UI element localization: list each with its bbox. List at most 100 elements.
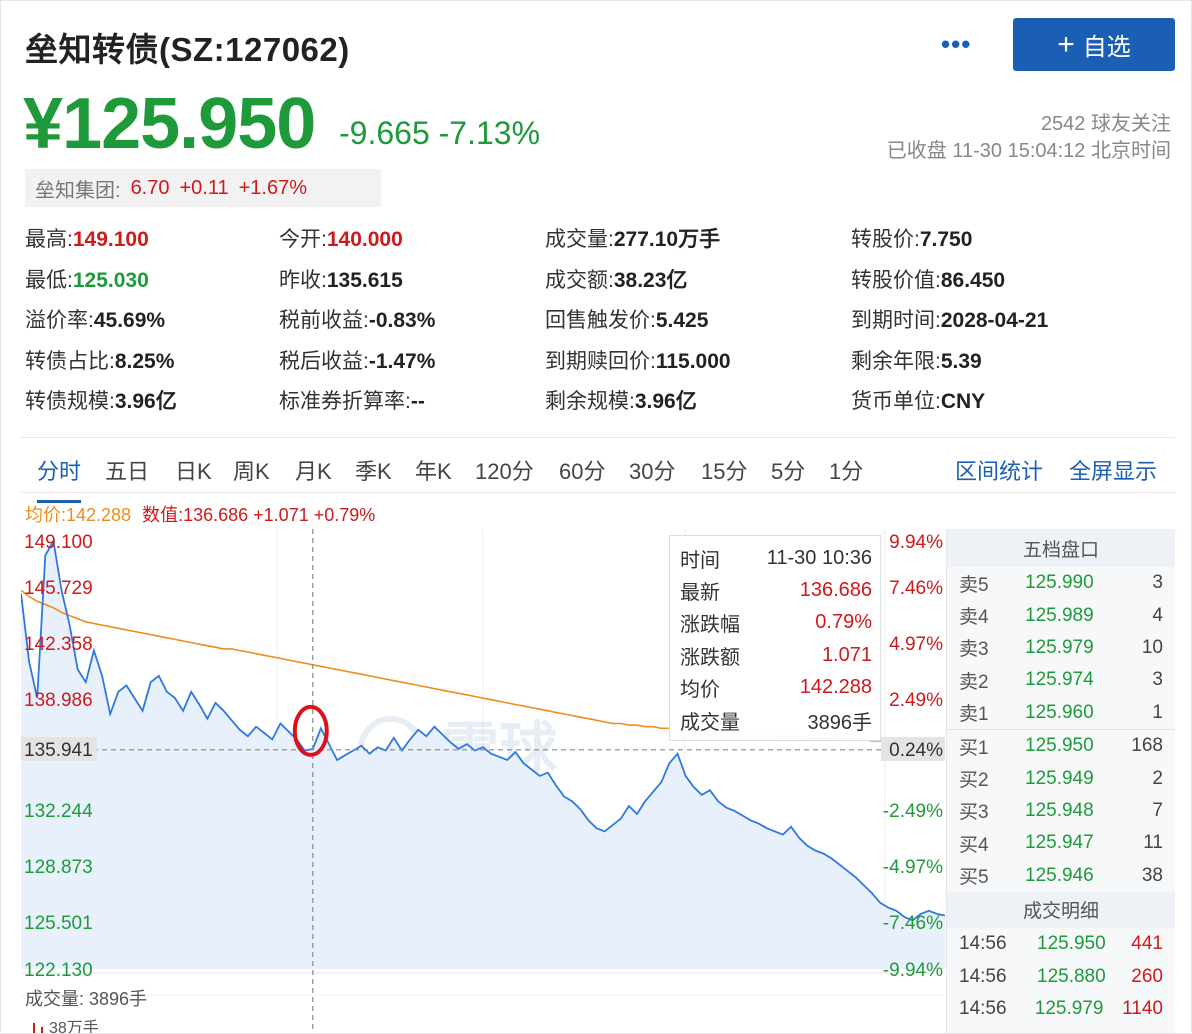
y-tick-right: -9.94% <box>883 960 943 981</box>
order-price: 125.974 <box>1025 669 1094 691</box>
trade-row: 14:56 125.880 260 <box>947 961 1175 994</box>
tab-period[interactable]: 五日 <box>105 459 150 484</box>
bid-row: 买5 125.946 38 <box>947 860 1175 892</box>
y-tick-right: 2.49% <box>889 690 943 711</box>
tab-period[interactable]: 周K <box>233 459 270 484</box>
intraday-chart[interactable]: 雪球149.100145.729142.358138.986135.941132… <box>21 529 945 1034</box>
underlying-change: +0.11 <box>179 176 229 199</box>
tooltip-key: 涨跌幅 <box>680 614 740 637</box>
stat-value: 140.000 <box>326 228 403 251</box>
order-level: 卖2 <box>959 671 989 693</box>
tab-period[interactable]: 60分 <box>559 459 606 484</box>
stat-label: 溢价率: <box>25 309 94 332</box>
tab-period[interactable]: 120分 <box>475 459 534 484</box>
stat-value: 125.030 <box>72 269 149 292</box>
order-price: 125.990 <box>1025 572 1094 594</box>
trade-time: 14:56 <box>959 933 1007 955</box>
tooltip-value: 0.79% <box>815 611 872 634</box>
order-book-panel: 五档盘口 卖5 125.990 3 卖4 125.989 4 卖3 125.979 10 卖2 12… <box>946 529 1175 1033</box>
ask-list: 卖5 125.990 3 卖4 125.989 4 卖3 125.979 10 卖2 125.974… <box>947 567 1175 729</box>
bid-list: 买1 125.950 168 买2 125.949 2 买3 125.948 7 买4 125.94… <box>947 730 1175 892</box>
stat-item: 溢价率:45.69% <box>25 304 165 334</box>
underlying-stock-chip[interactable]: 垒知集团: 6.70 +0.11 +1.67% <box>25 169 381 207</box>
bid-row: 买4 125.947 11 <box>947 827 1175 859</box>
tooltip-key: 成交量 <box>680 711 740 734</box>
order-level: 卖5 <box>959 574 989 596</box>
more-options-button[interactable]: ••• <box>941 29 972 59</box>
tab-period[interactable]: 日K <box>175 459 212 484</box>
stat-item: 成交额:38.23亿 <box>545 264 687 294</box>
y-tick-left: 138.986 <box>24 690 93 711</box>
market-status: 已收盘 11-30 15:04:12 北京时间 <box>886 140 1171 162</box>
chart-period-tabs: 分时 五日 日K 周K 月K 季K 年K 120分 60分 30分 15分 5分 1分 区间统计 全屏显示 <box>21 437 1175 503</box>
order-price: 125.947 <box>1025 832 1094 854</box>
order-level: 买4 <box>959 834 989 856</box>
stat-item: 税后收益:-1.47% <box>279 345 435 375</box>
stat-label: 到期赎回价: <box>545 350 656 373</box>
stat-item: 到期时间:2028-04-21 <box>851 304 1048 334</box>
fullscreen-button[interactable]: 全屏显示 <box>1069 459 1158 484</box>
current-price: ¥125.950 <box>23 84 316 164</box>
stat-value: 45.69% <box>93 309 166 332</box>
y-tick-left: 125.501 <box>24 913 93 934</box>
stat-value: 2028-04-21 <box>940 309 1049 332</box>
followers-count[interactable]: 2542 球友关注 <box>1040 113 1171 135</box>
stat-label: 税前收益: <box>279 309 369 332</box>
y-tick-left: 142.358 <box>24 634 93 655</box>
bid-row: 买3 125.948 7 <box>947 795 1175 827</box>
tooltip-row: 涨跌额 1.071 <box>680 639 872 671</box>
stat-value: 135.615 <box>326 269 403 292</box>
price-area <box>21 541 945 969</box>
stat-value: 5.39 <box>940 350 982 373</box>
stat-label: 最高: <box>25 228 73 251</box>
stat-item: 昨收:135.615 <box>279 264 403 294</box>
order-price: 125.960 <box>1025 701 1094 723</box>
plus-icon: + <box>1057 27 1075 61</box>
order-volume: 168 <box>1131 735 1163 757</box>
trade-detail-title[interactable]: 成交明细 <box>947 891 1175 928</box>
tooltip-row: 最新 136.686 <box>680 574 872 606</box>
stat-item: 转股价值:86.450 <box>851 264 1005 294</box>
stat-item: 转债占比:8.25% <box>25 345 174 375</box>
underlying-name: 垒知集团: <box>35 179 121 202</box>
range-stats-button[interactable]: 区间统计 <box>955 459 1044 484</box>
order-price: 125.979 <box>1025 636 1094 658</box>
y-tick-right: 7.46% <box>889 578 943 599</box>
y-tick-right: -4.97% <box>883 857 943 878</box>
order-level: 买2 <box>959 770 989 792</box>
underlying-price: 6.70 <box>130 176 170 199</box>
tab-period[interactable]: 30分 <box>629 459 676 484</box>
tab-period[interactable]: 5分 <box>771 459 806 484</box>
stat-item: 回售触发价:5.425 <box>545 304 708 334</box>
stat-item: 转债规模:3.96亿 <box>25 385 177 415</box>
tooltip-key: 均价 <box>680 679 720 702</box>
order-volume: 38 <box>1141 864 1163 886</box>
stat-label: 今开: <box>279 228 327 251</box>
legend-avg-price: 均价:142.288 <box>25 505 132 525</box>
price-line <box>21 538 945 922</box>
tooltip-value: 3896手 <box>807 711 873 734</box>
tooltip-row: 涨跌幅 0.79% <box>680 607 872 639</box>
y-tick-right: -2.49% <box>883 801 943 822</box>
tooltip-value: 136.686 <box>799 579 872 602</box>
stat-item: 货币单位:CNY <box>851 385 985 415</box>
tab-period[interactable]: 年K <box>415 459 452 484</box>
tab-period[interactable]: 季K <box>355 459 392 484</box>
stat-item: 今开:140.000 <box>279 223 403 253</box>
stat-label: 标准券折算率: <box>279 390 411 413</box>
order-level: 卖3 <box>959 639 989 661</box>
volume-scale: 38万手 <box>49 1019 99 1034</box>
tab-period[interactable]: 1分 <box>829 459 864 484</box>
order-volume: 4 <box>1152 604 1163 626</box>
tab-period[interactable]: 分时 <box>37 454 82 503</box>
order-volume: 10 <box>1141 636 1163 658</box>
stat-value: 115.000 <box>655 350 731 373</box>
tooltip-row: 均价 142.288 <box>680 672 872 704</box>
add-to-watchlist-button[interactable]: + 自选 <box>1013 18 1175 71</box>
stat-value: 7.750 <box>919 228 973 251</box>
stat-value: -1.47% <box>368 350 436 373</box>
tab-period[interactable]: 15分 <box>701 459 748 484</box>
y-tick-left: 135.941 <box>24 740 93 761</box>
tab-period[interactable]: 月K <box>295 459 332 484</box>
trade-volume: 441 <box>1131 933 1163 955</box>
